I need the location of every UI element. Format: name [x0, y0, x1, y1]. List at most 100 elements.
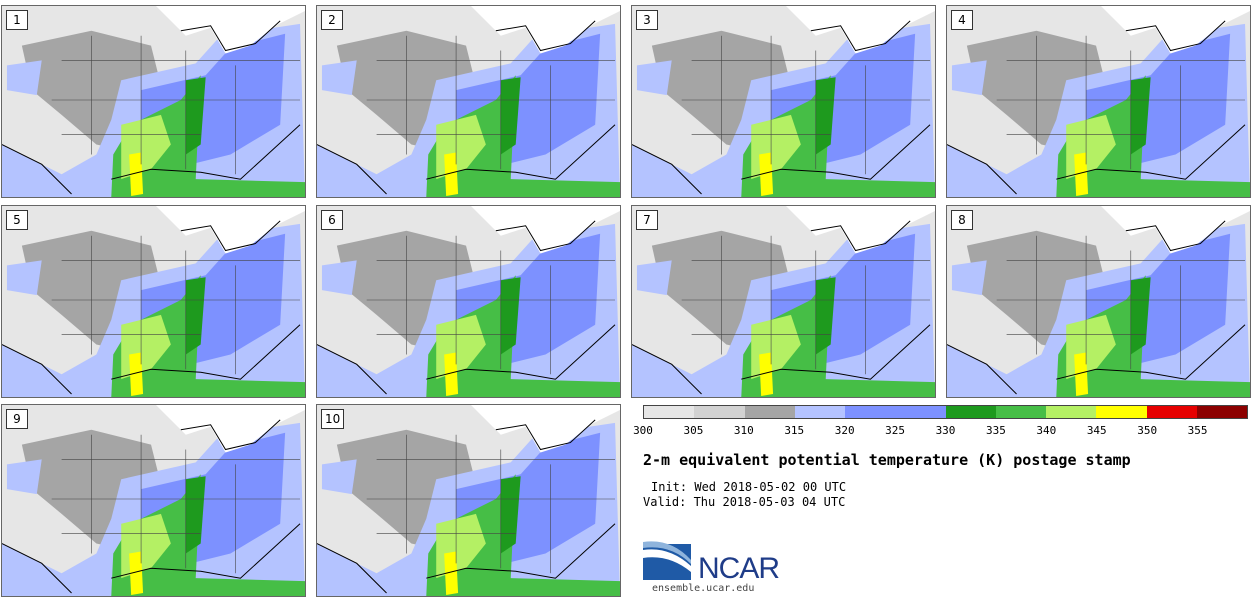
colorbar-swatch: [744, 406, 795, 418]
postage-stamp-panel: 9: [1, 404, 306, 597]
colorbar-tick-label: 350: [1137, 424, 1158, 437]
colorbar-tick-label: 345: [1086, 424, 1107, 437]
logo-wordmark: NCAR: [698, 552, 780, 585]
member-number-label: 2: [321, 10, 343, 30]
coastline: [317, 220, 616, 395]
temperature-shading: [444, 152, 459, 197]
colorbar-tick-label: 330: [935, 424, 956, 437]
member-number-label: 7: [636, 210, 658, 230]
figure-title: 2-m equivalent potential temperature (K)…: [643, 451, 1131, 469]
temperature-shading: [500, 476, 521, 554]
temperature-shading: [636, 260, 672, 296]
temperature-shading: [951, 60, 987, 96]
colorbar-tick-label: 305: [683, 424, 704, 437]
temperature-shading: [155, 405, 305, 453]
colorbar-tick-labels: 300 305 310 315 320 325 330 335 340 345 350 355: [633, 424, 1248, 438]
colorbar-tick-label: 325: [885, 424, 906, 437]
time-info: Init: Wed 2018-05-02 00 UTC Valid: Thu 2…: [643, 480, 846, 510]
ensemble-member-map: [947, 6, 1250, 197]
temperature-shading: [500, 277, 521, 355]
coastline: [947, 20, 1246, 195]
ensemble-member-map: [632, 206, 935, 397]
colorbar-swatch: [644, 406, 695, 418]
temperature-shading: [426, 275, 620, 397]
colorbar-tick-label: 315: [784, 424, 805, 437]
temperature-shading: [1056, 75, 1250, 197]
temperature-shading: [1074, 352, 1089, 397]
temperature-shading: [111, 474, 305, 596]
postage-stamp-panel: 7: [631, 205, 936, 398]
colorbar-swatch: [895, 406, 946, 418]
temperature-shading: [129, 152, 144, 197]
temperature-shading: [741, 75, 935, 197]
coastline: [317, 419, 616, 594]
colorbar-swatch: [845, 406, 896, 418]
temperature-shading: [1130, 277, 1151, 355]
temperature-shading: [470, 405, 620, 453]
colorbar-tick-label: 310: [733, 424, 754, 437]
temperature-shading: [321, 60, 357, 96]
temperature-shading: [321, 459, 357, 495]
temperature-shading: [500, 77, 521, 155]
member-number-label: 4: [951, 10, 973, 30]
colorbar-tick-label: 355: [1187, 424, 1208, 437]
temperature-shading: [636, 60, 672, 96]
temperature-shading: [129, 352, 144, 397]
colorbar-swatch: [1096, 406, 1147, 418]
colorbar-swatch: [945, 406, 996, 418]
temperature-shading: [1056, 275, 1250, 397]
coastline: [632, 220, 931, 395]
postage-stamp-panel: 8: [946, 205, 1251, 398]
temperature-shading: [426, 75, 620, 197]
ensemble-member-map: [317, 206, 620, 397]
postage-stamp-panel: 10: [316, 404, 621, 597]
postage-stamp-panel: 2: [316, 5, 621, 198]
colorbar: [643, 405, 1248, 419]
temperature-shading: [155, 206, 305, 254]
member-number-label: 8: [951, 210, 973, 230]
temperature-shading: [6, 459, 42, 495]
member-number-label: 9: [6, 409, 28, 429]
colorbar-swatch: [694, 406, 745, 418]
temperature-shading: [785, 206, 935, 254]
colorbar-tick-label: 340: [1036, 424, 1057, 437]
colorbar-swatch: [1196, 406, 1247, 418]
temperature-shading: [426, 474, 620, 596]
colorbar-swatch: [794, 406, 845, 418]
member-number-label: 5: [6, 210, 28, 230]
temperature-shading: [1074, 152, 1089, 197]
temperature-shading: [111, 275, 305, 397]
member-number-label: 6: [321, 210, 343, 230]
temperature-shading: [741, 275, 935, 397]
init-time: Init: Wed 2018-05-02 00 UTC: [651, 480, 847, 494]
temperature-shading: [951, 260, 987, 296]
temperature-shading: [444, 551, 459, 596]
temperature-shading: [6, 60, 42, 96]
member-number-label: 1: [6, 10, 28, 30]
coastline: [317, 20, 616, 195]
temperature-shading: [470, 6, 620, 54]
coastline: [947, 220, 1246, 395]
temperature-shading: [185, 277, 206, 355]
postage-stamp-panel: 3: [631, 5, 936, 198]
temperature-shading: [815, 277, 836, 355]
temperature-shading: [1100, 206, 1250, 254]
coastline: [2, 220, 301, 395]
colorbar-tick-label: 335: [985, 424, 1006, 437]
colorbar-swatch: [995, 406, 1046, 418]
temperature-shading: [129, 551, 144, 596]
ensemble-member-map: [2, 405, 305, 596]
temperature-shading: [6, 260, 42, 296]
temperature-shading: [1130, 77, 1151, 155]
temperature-shading: [185, 476, 206, 554]
ensemble-member-map: [317, 6, 620, 197]
coastline: [2, 20, 301, 195]
ensemble-member-map: [2, 6, 305, 197]
member-number-label: 3: [636, 10, 658, 30]
temperature-shading: [759, 352, 774, 397]
ensemble-member-map: [317, 405, 620, 596]
temperature-shading: [185, 77, 206, 155]
postage-stamp-panel: 4: [946, 5, 1251, 198]
ncar-logo-icon: [643, 541, 691, 580]
temperature-shading: [155, 6, 305, 54]
